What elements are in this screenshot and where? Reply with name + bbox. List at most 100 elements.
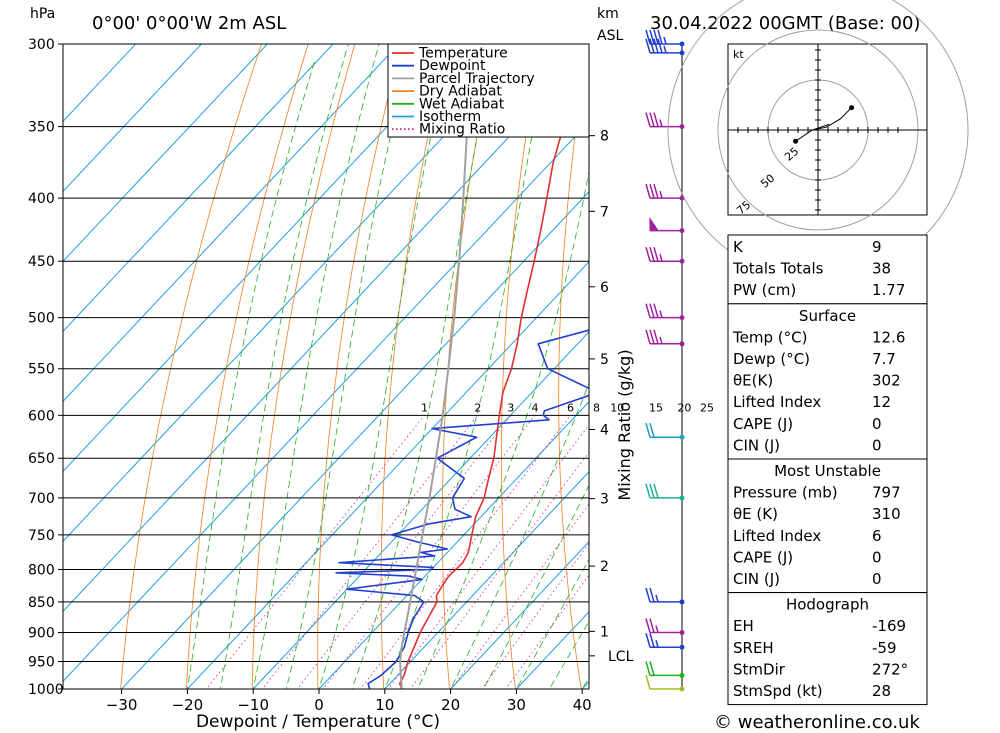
pressure-tick-label: 450: [28, 254, 55, 270]
indices-section: [727, 303, 928, 460]
indices-section: [727, 592, 928, 706]
indices-row-value: 0: [872, 548, 882, 566]
wind-barb-dot: [679, 686, 685, 692]
indices-row-value: 0: [872, 436, 882, 454]
height-tick-label: 6: [600, 280, 609, 296]
indices-row-value: 310: [872, 505, 901, 523]
indices-row-label: SREH: [733, 639, 774, 657]
mixing-ratio-labels: 1 2 3 4 6 8 10 15 20 25: [421, 401, 714, 414]
legend-box: [387, 43, 590, 138]
hodograph-unit-label: kt: [733, 48, 744, 61]
indices-row-value: 797: [872, 484, 901, 502]
dry-adiabat-line: [558, 44, 589, 689]
mixing-ratio-value-label: 6: [567, 401, 574, 414]
wind-barb-flag: [645, 183, 651, 199]
wind-barb-flag: [655, 625, 659, 633]
wind-barb-flag: [645, 112, 651, 127]
mixing-ratio-line: [205, 415, 425, 689]
indices-section-title: Most Unstable: [774, 462, 881, 480]
temperature-tick-label: 10: [375, 696, 394, 714]
height-tick-label: 5: [600, 352, 609, 368]
wind-barb-flag: [653, 183, 659, 199]
wind-barb-flag: [657, 38, 663, 54]
wind-barb-flag: [653, 247, 659, 262]
wind-barb-flag: [649, 112, 655, 127]
pressure-tick-label: 900: [28, 626, 55, 642]
legend-label: Mixing Ratio: [419, 122, 505, 138]
copyright-label: © weatheronline.co.uk: [714, 712, 920, 733]
wind-barb-flag: [649, 303, 655, 318]
indices-row-label: Lifted Index: [733, 527, 821, 545]
wind-barb-dot: [679, 599, 685, 605]
wind-barb-flag: [645, 247, 651, 262]
hodograph-point: [793, 138, 799, 144]
wind-barb: [645, 183, 685, 201]
wet-adiabat-line: [417, 169, 589, 689]
isotherm-line: [120, 191, 589, 689]
wind-barb-dot: [679, 630, 685, 636]
height-tick-label: 4: [600, 422, 609, 438]
pressure-tick-label: 1000: [28, 682, 64, 698]
temperature-tick-label: 0: [314, 696, 324, 714]
pressure-tick-label: 800: [28, 562, 55, 578]
mixing-ratio-line: [387, 424, 589, 689]
wind-barb-flag: [645, 303, 651, 318]
temperature-line: [398, 44, 584, 689]
indices-row-label: CIN (J): [733, 436, 780, 454]
wind-barb: [645, 423, 685, 440]
mixing-ratio-value-label: 4: [532, 401, 539, 414]
wind-barb-dot: [679, 495, 685, 501]
pressure-axis: 300 350 400 450 500 550 600 650 700 750 800 850 900 9…: [28, 37, 64, 698]
indices-row-value: 38: [872, 260, 891, 278]
wet-adiabat-line: [252, 44, 380, 689]
pressure-tick-label: 550: [28, 362, 55, 378]
isotherm-line: [63, 121, 589, 683]
wind-barb-dot: [679, 341, 685, 347]
dry-adiabat-line: [501, 44, 542, 689]
wet-adiabat-line: [548, 620, 589, 689]
temperature-tick-label: 20: [441, 696, 460, 714]
indices-row-label: K: [733, 238, 744, 256]
location-label: 0°00' 0°00'W 2m ASL: [92, 13, 286, 34]
pressure-tick-label: 350: [28, 120, 55, 136]
plot-background-lines: [63, 44, 589, 689]
indices-row-value: -169: [872, 617, 906, 635]
pressure-tick-label: 850: [28, 595, 55, 611]
height-axis: 1 2 3 4 5 6 7 8 LCL: [589, 129, 634, 665]
indices-row-label: EH: [733, 617, 754, 635]
mixing-ratio-value-label: 8: [593, 401, 600, 414]
wind-barb-flag: [663, 45, 667, 54]
dry-adiabat-line: [441, 44, 496, 689]
indices-row-label: CIN (J): [733, 570, 780, 588]
wind-barb-flag: [649, 29, 655, 45]
isotherm-line: [63, 44, 203, 193]
height-tick-label: 8: [600, 129, 609, 145]
wind-barb-flag: [645, 29, 651, 45]
indices-row-value: 28: [872, 682, 891, 700]
pressure-tick-label: 300: [28, 37, 55, 53]
mixing-ratio-value-label: 15: [649, 401, 663, 414]
indices-row-value: 0: [872, 570, 882, 588]
wind-barb-flag: [653, 329, 659, 345]
indices-row-value: 0: [872, 415, 882, 433]
pressure-tick-label: 600: [28, 408, 55, 424]
legend-label: Temperature: [418, 46, 508, 62]
wind-barb-flag: [653, 303, 659, 318]
wind-barb-flag: [649, 618, 655, 633]
dry-adiabat-line: [251, 44, 356, 689]
wind-barb-flag: [653, 483, 659, 499]
wind-barb: [645, 587, 685, 605]
wind-barb-flag: [645, 674, 651, 690]
mixing-ratio-value-label: 3: [507, 401, 514, 414]
wind-barb-dot: [679, 672, 685, 678]
dewpoint-line: [335, 329, 589, 689]
indices-row-value: 12.6: [872, 328, 905, 346]
wind-barb: [645, 112, 685, 130]
indices-section: [727, 234, 928, 305]
wind-barb-dot: [679, 124, 685, 130]
indices-section-title: Hodograph: [786, 596, 869, 614]
wet-adiabat-line: [285, 44, 414, 689]
mixing-ratio-value-label: 20: [677, 401, 691, 414]
legend-label: Dewpoint: [419, 58, 486, 74]
